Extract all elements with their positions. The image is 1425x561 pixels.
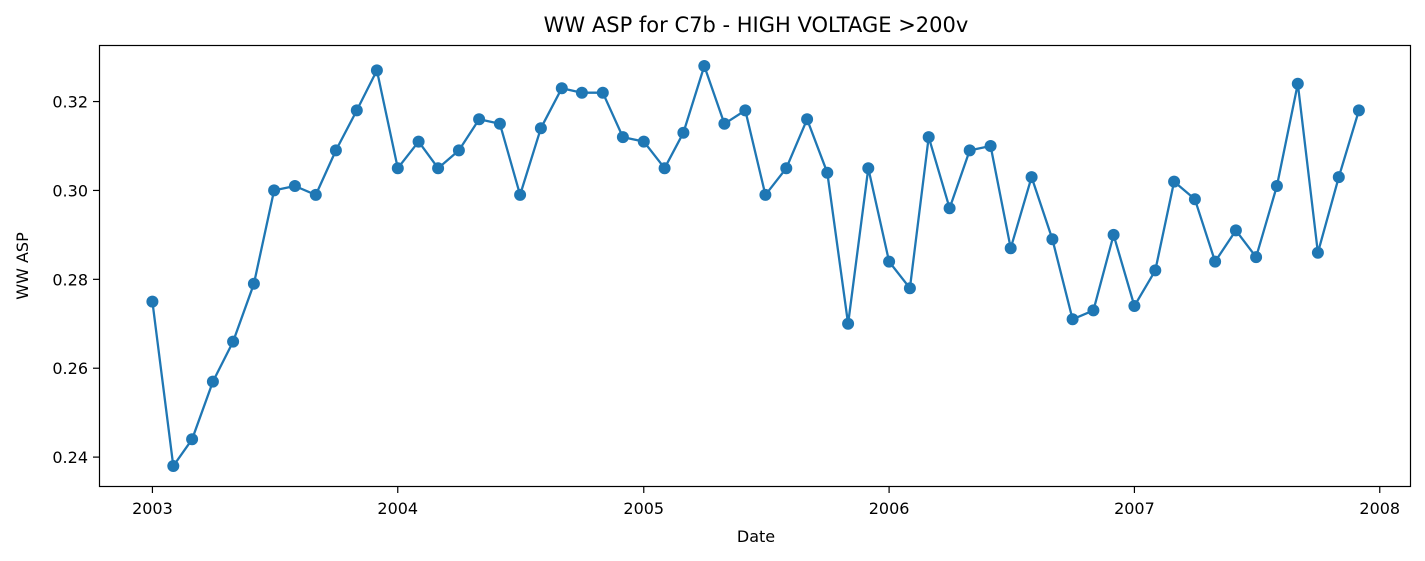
data-point [1107, 228, 1120, 241]
data-point [575, 86, 588, 99]
data-point [1250, 251, 1263, 264]
data-point [759, 188, 772, 201]
data-point [309, 188, 322, 201]
x-tick-label: 2006 [869, 499, 910, 518]
y-tick-label: 0.28 [52, 270, 88, 289]
data-point [247, 277, 260, 290]
data-point [862, 162, 875, 175]
data-point [677, 126, 690, 139]
data-point [842, 317, 855, 330]
x-tick-label: 2003 [132, 499, 173, 518]
data-point [616, 131, 629, 144]
data-point [1004, 242, 1017, 255]
y-axis: 0.24 0.26 0.28 0.30 0.32 [52, 93, 100, 467]
x-axis: 2003 2004 2005 2006 2007 2008 [132, 486, 1400, 518]
data-point [780, 162, 793, 175]
plot-area: 2003 2004 2005 2006 2007 2008 0.24 0.26 0.28 0.3… [52, 44, 1412, 518]
data-point [1066, 313, 1079, 326]
data-point [493, 117, 506, 130]
plot-frame [98, 44, 1412, 488]
data-point [883, 255, 896, 268]
x-tick-label: 2004 [377, 499, 418, 518]
x-tick-label: 2008 [1359, 499, 1400, 518]
data-point [268, 184, 281, 197]
y-tick-label: 0.26 [52, 359, 88, 378]
data-point [718, 117, 731, 130]
data-point [1229, 224, 1242, 237]
data-point [1332, 171, 1345, 184]
data-point [514, 188, 527, 201]
series-line [151, 64, 1361, 468]
data-point [637, 135, 650, 148]
data-point [658, 162, 671, 175]
data-point [903, 282, 916, 295]
data-point [167, 460, 180, 472]
y-tick-label: 0.24 [52, 448, 88, 467]
data-point [391, 162, 404, 175]
x-axis-label: Date [737, 527, 775, 546]
data-point [473, 113, 486, 126]
data-point [412, 135, 425, 148]
data-point [1209, 255, 1222, 268]
y-axis-label: WW ASP [13, 232, 32, 300]
data-point [1128, 300, 1141, 312]
x-tick-label: 2007 [1114, 499, 1155, 518]
data-point [739, 104, 752, 117]
y-tick-label: 0.30 [52, 181, 88, 200]
data-point [984, 140, 997, 152]
data-point [1291, 77, 1304, 90]
series-markers [146, 60, 1365, 472]
data-point [1352, 104, 1365, 117]
data-point [596, 86, 609, 99]
data-point [370, 64, 383, 77]
data-point [1270, 180, 1283, 192]
data-point [452, 144, 465, 157]
data-point [534, 122, 547, 135]
data-point [288, 180, 301, 192]
data-point [1188, 193, 1201, 206]
data-point [1149, 264, 1162, 277]
data-point [555, 82, 568, 95]
data-point [943, 202, 956, 215]
data-point [206, 375, 219, 388]
y-tick-label: 0.32 [52, 93, 88, 112]
data-point [329, 144, 342, 157]
chart-title: WW ASP for C7b - HIGH VOLTAGE >200v [544, 13, 969, 37]
data-point [922, 131, 935, 144]
data-point [350, 104, 363, 117]
data-point [1046, 233, 1059, 246]
x-tick-label: 2005 [623, 499, 664, 518]
data-point [432, 162, 445, 175]
data-point [227, 335, 240, 348]
data-point [1087, 304, 1100, 317]
data-point [1025, 171, 1038, 184]
data-point [186, 433, 199, 446]
data-point [1311, 246, 1324, 259]
data-point [146, 295, 159, 308]
data-point [801, 113, 814, 126]
data-point [698, 60, 711, 72]
data-point [963, 144, 976, 157]
data-point [821, 166, 834, 179]
data-point [1168, 175, 1181, 188]
